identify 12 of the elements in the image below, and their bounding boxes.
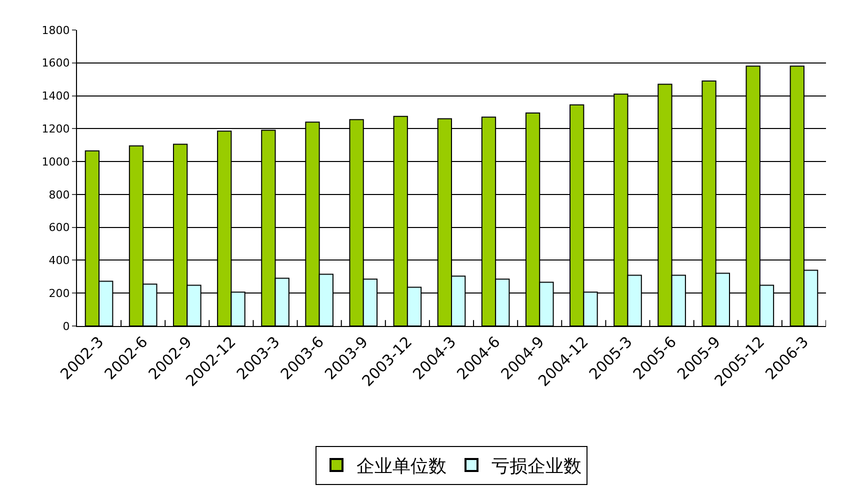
y-tick-label: 1800 xyxy=(42,24,70,37)
y-tick-label: 800 xyxy=(48,188,70,202)
y-tick-label: 600 xyxy=(48,221,70,234)
y-tick-label: 400 xyxy=(48,254,70,268)
legend-label: 亏损企业数 xyxy=(492,456,582,478)
y-tick-label: 200 xyxy=(48,286,70,300)
legend-label: 企业单位数 xyxy=(356,456,446,478)
y-tick-label: 1400 xyxy=(42,90,70,103)
y-tick-label: 1200 xyxy=(42,122,70,136)
y-tick-label: 0 xyxy=(62,320,70,333)
y-tick-label: 1000 xyxy=(42,155,70,168)
y-tick-label: 1600 xyxy=(42,56,70,70)
